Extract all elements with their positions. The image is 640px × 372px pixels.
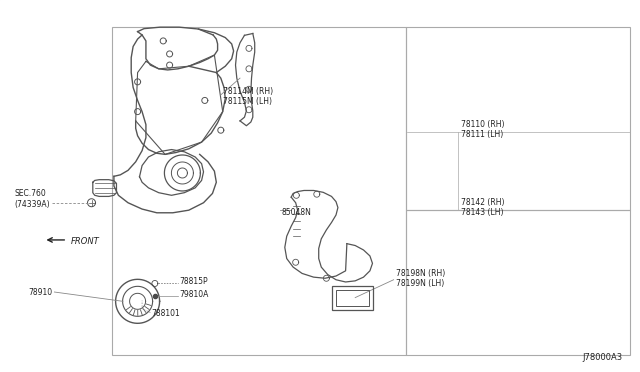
Text: 78198N (RH)
78199N (LH): 78198N (RH) 78199N (LH) [396,269,445,288]
Bar [406,27,630,210]
Bar [335,290,369,306]
Text: FRONT: FRONT [70,237,99,246]
Bar [332,286,373,310]
Text: 788101: 788101 [152,309,180,318]
Bar [406,210,630,355]
Text: 78110 (RH)
78111 (LH): 78110 (RH) 78111 (LH) [461,120,504,139]
Text: 79810A: 79810A [179,291,209,299]
Text: 78815P: 78815P [179,278,208,286]
Text: 78910: 78910 [28,288,52,296]
Bar [112,27,406,355]
Text: SEC.760
(74339A): SEC.760 (74339A) [14,189,50,209]
Text: 85048N: 85048N [282,208,312,217]
Text: 78142 (RH)
78143 (LH): 78142 (RH) 78143 (LH) [461,198,504,217]
Text: 78114M (RH)
78115M (LH): 78114M (RH) 78115M (LH) [223,87,273,106]
Text: J78000A3: J78000A3 [582,353,622,362]
